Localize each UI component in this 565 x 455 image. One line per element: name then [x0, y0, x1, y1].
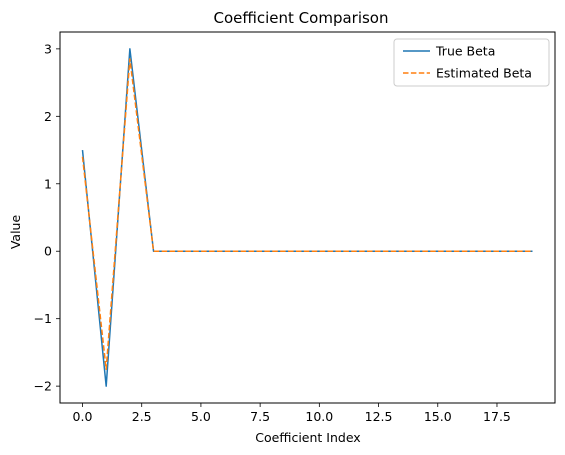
y-tick-label: 3 — [44, 41, 52, 56]
legend-box — [393, 38, 550, 87]
x-tick-label: 5.0 — [191, 409, 211, 424]
y-tick-label: 1 — [44, 176, 52, 191]
x-axis-label: Coefficient Index — [255, 430, 360, 445]
x-tick-label: 0.0 — [73, 409, 93, 424]
y-tick-label: −2 — [34, 379, 52, 394]
x-tick-label: 12.5 — [365, 409, 393, 424]
series-line-1 — [81, 58, 533, 371]
x-tick-label: 17.5 — [483, 409, 511, 424]
legend: True Beta Estimated Beta — [393, 38, 550, 87]
plot-frame — [59, 31, 556, 404]
y-tick-label: 0 — [44, 244, 52, 259]
x-axis-ticks: 0.0 2.5 5.0 7.5 10.0 12.5 15.0 17.5 — [73, 403, 511, 424]
y-axis-label: Value — [8, 215, 23, 250]
legend-label-1: Estimated Beta — [436, 66, 532, 81]
x-tick-label: 7.5 — [250, 409, 270, 424]
x-tick-label: 10.0 — [305, 409, 333, 424]
y-tick-label: 2 — [44, 109, 52, 124]
x-tick-label: 15.0 — [424, 409, 452, 424]
legend-label-0: True Beta — [435, 44, 495, 59]
series-layer — [81, 48, 533, 387]
y-tick-label: −1 — [34, 311, 52, 326]
chart-title: Coefficient Comparison — [214, 9, 389, 27]
y-axis-ticks: −2 −1 0 1 2 3 — [34, 41, 60, 394]
x-tick-label: 2.5 — [132, 409, 152, 424]
